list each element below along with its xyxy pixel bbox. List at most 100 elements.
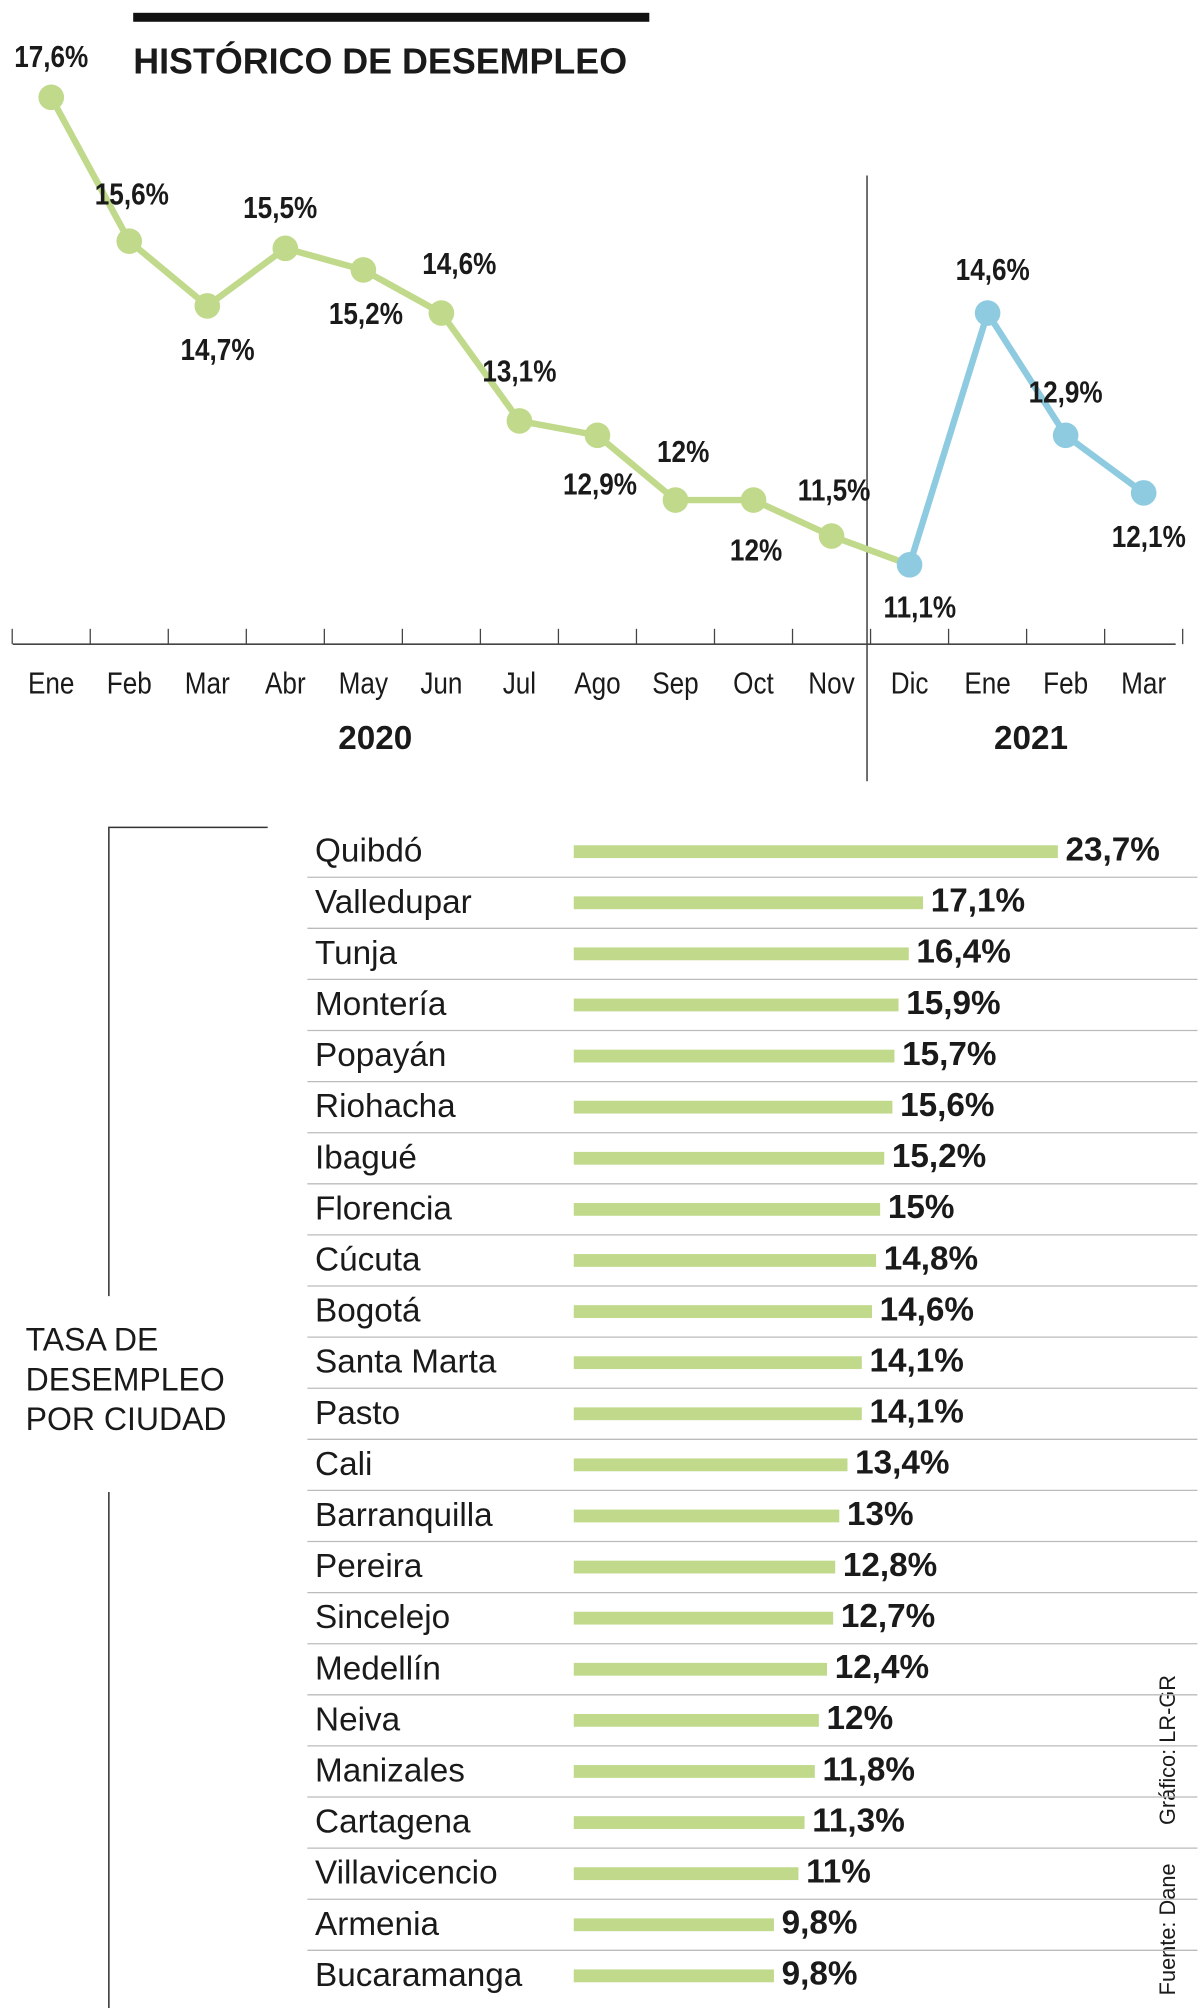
value-label: 11,3% (812, 1802, 905, 1839)
line-segment (518, 417, 599, 439)
value-label: 14,7% (181, 333, 255, 367)
value-label: 12% (657, 435, 709, 469)
category-label: Quibdó (315, 833, 422, 870)
line-segment (284, 245, 365, 274)
value-label: 11,5% (798, 474, 871, 508)
x-tick-label: Jun (420, 666, 462, 700)
x-tick-label: Dic (891, 666, 929, 700)
source-note: Fuente: Dane (1155, 1863, 1180, 1995)
point (272, 235, 299, 262)
category-label: Bucaramanga (315, 1957, 523, 1994)
bar (573, 1305, 872, 1318)
point (1130, 480, 1157, 506)
x-tick-label: Mar (1121, 666, 1166, 700)
line-segment (752, 497, 833, 539)
canvas: HISTÓRICO DE DESEMPLEO TASA DE DESEMPLEO… (11, 12, 1198, 2008)
value-label: 15,5% (243, 191, 317, 225)
title-bar (133, 12, 650, 22)
point (194, 293, 221, 319)
bar (573, 1969, 774, 1983)
category-label: Popayán (315, 1037, 446, 1074)
bar (573, 1918, 774, 1932)
x-tick-label: Ene (28, 666, 74, 700)
point (116, 228, 143, 254)
value-label: 9,8% (782, 1956, 858, 1993)
x-tick-label: Abr (265, 666, 306, 700)
value-label: 15,7% (902, 1036, 996, 1073)
x-tick-label: Ago (574, 666, 620, 700)
point (350, 257, 377, 283)
line-segment (205, 245, 288, 309)
value-label: 14,1% (869, 1342, 963, 1379)
year-label: 2021 (994, 720, 1068, 757)
point (896, 551, 923, 578)
value-label: 9,8% (782, 1905, 858, 1942)
bar (573, 1254, 877, 1267)
bar (573, 947, 909, 961)
category-label: Villavicencio (315, 1855, 498, 1892)
category-label: Cali (315, 1446, 372, 1483)
bar-title: DESEMPLEO (26, 1361, 225, 1397)
category-label: Santa Marta (315, 1344, 497, 1381)
year-label: 2020 (338, 720, 412, 757)
x-tick-label: Feb (107, 666, 152, 700)
bracket (108, 826, 268, 1297)
bar-title: POR CIUDAD (26, 1401, 227, 1437)
x-tick-label: Nov (808, 666, 855, 700)
bar (573, 1202, 881, 1216)
line-segment (906, 312, 991, 566)
bar (573, 1662, 828, 1676)
category-label: Manizales (315, 1753, 465, 1790)
bar (573, 1713, 819, 1727)
x-tick-label: Sep (652, 666, 698, 700)
line-segment (127, 238, 210, 309)
value-label: 14,8% (884, 1240, 978, 1277)
point (818, 523, 845, 549)
value-label: 13,4% (855, 1445, 949, 1482)
category-label: Cúcuta (315, 1242, 421, 1279)
value-label: 15,2% (892, 1138, 986, 1175)
value-label: 15% (888, 1189, 955, 1226)
chart-title: HISTÓRICO DE DESEMPLEO (133, 42, 627, 82)
bar (573, 1867, 799, 1881)
value-label: 14,6% (956, 253, 1030, 287)
point (584, 422, 611, 449)
line-segment (595, 432, 678, 503)
category-label: Pereira (315, 1548, 423, 1585)
bar (573, 1816, 805, 1829)
category-label: Sincelejo (315, 1599, 450, 1636)
value-label: 23,7% (1066, 831, 1160, 868)
x-tick-label: Jul (503, 666, 536, 700)
bar (573, 1560, 836, 1574)
bar (573, 1407, 862, 1421)
point (506, 408, 533, 434)
line-segment (361, 267, 443, 316)
x-tick-label: May (339, 666, 389, 700)
value-label: 11,1% (884, 591, 957, 625)
category-label: Riohacha (315, 1088, 456, 1125)
line-segment (438, 311, 523, 423)
value-label: 12,9% (1029, 376, 1103, 410)
value-label: 12,1% (1112, 520, 1186, 554)
bar (573, 896, 924, 910)
value-label: 11% (806, 1853, 871, 1890)
value-label: 12% (827, 1700, 894, 1737)
value-label: 14,1% (869, 1394, 963, 1431)
bar (573, 1611, 834, 1625)
value-label: 13% (847, 1496, 914, 1533)
category-label: Barranquilla (315, 1497, 493, 1534)
bar (573, 1765, 815, 1778)
value-label: 12,9% (563, 468, 637, 502)
value-label: 17,6% (14, 40, 88, 74)
bar (573, 1049, 895, 1063)
bar (573, 1356, 862, 1370)
point (1052, 422, 1079, 449)
value-label: 12,4% (835, 1649, 929, 1686)
category-label: Montería (315, 986, 447, 1023)
value-label: 15,2% (329, 297, 403, 331)
category-label: Bogotá (315, 1293, 421, 1330)
value-label: 11,8% (822, 1751, 915, 1788)
line-segment (1063, 432, 1146, 496)
credit-note: Gráfico: LR-GR (1155, 1675, 1180, 1825)
category-label: Tunja (315, 935, 398, 972)
